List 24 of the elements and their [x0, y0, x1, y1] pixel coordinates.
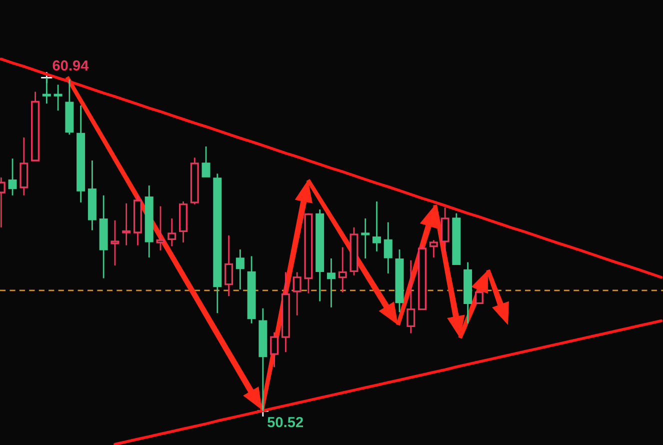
candlestick	[395, 248, 404, 313]
candlestick	[20, 136, 28, 196]
annotation: 60.94	[52, 60, 89, 71]
candlestick	[54, 84, 62, 112]
candlestick	[292, 271, 302, 316]
candlestick	[281, 271, 290, 353]
candlestick	[326, 258, 336, 308]
candlestick	[464, 262, 472, 324]
candlestick	[236, 248, 244, 290]
candlestick	[76, 104, 86, 204]
candlestick	[122, 202, 131, 246]
candlestick	[372, 200, 381, 252]
candlestick	[361, 218, 370, 260]
candlestick	[88, 160, 96, 231]
candlestick	[440, 206, 450, 254]
text: 50.52	[268, 416, 303, 428]
candlestick	[99, 194, 108, 279]
candlestick	[224, 234, 234, 297]
candlestick	[338, 246, 347, 294]
candlestick	[168, 218, 176, 247]
candlestick	[406, 260, 416, 334]
candlestick	[110, 220, 120, 266]
candlestick	[384, 222, 392, 274]
candlestick	[144, 184, 154, 258]
